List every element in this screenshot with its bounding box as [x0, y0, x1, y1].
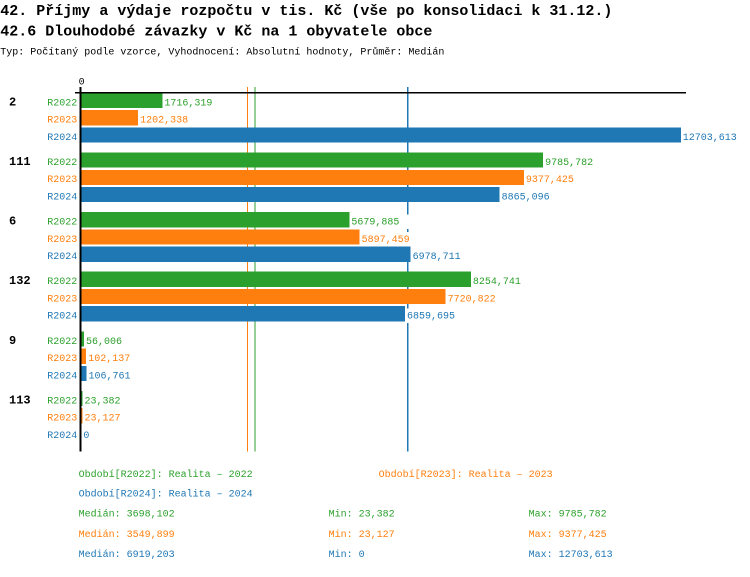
svg-text:9377,425: 9377,425 [526, 175, 574, 186]
svg-text:5897,459: 5897,459 [362, 235, 410, 246]
svg-text:R2023: R2023 [47, 354, 77, 365]
svg-text:5679,885: 5679,885 [351, 218, 399, 229]
svg-text:R2022: R2022 [47, 98, 77, 109]
svg-text:23,127: 23,127 [84, 414, 120, 425]
svg-text:R2022: R2022 [47, 218, 77, 229]
svg-text:6859,695: 6859,695 [407, 312, 455, 323]
svg-text:1716,319: 1716,319 [164, 98, 212, 109]
svg-text:111: 111 [9, 155, 31, 169]
svg-text:R2024: R2024 [47, 252, 77, 263]
svg-text:R2024: R2024 [47, 431, 77, 442]
svg-text:Max: 9377,425: Max: 9377,425 [529, 530, 607, 541]
svg-text:R2024: R2024 [47, 133, 77, 144]
svg-text:R2022: R2022 [47, 396, 77, 407]
svg-text:0: 0 [83, 431, 89, 442]
svg-text:8865,096: 8865,096 [502, 192, 550, 203]
svg-text:42.6 Dlouhodobé závazky v Kč n: 42.6 Dlouhodobé závazky v Kč na 1 obyvat… [0, 24, 432, 41]
svg-text:R2024: R2024 [47, 371, 77, 382]
svg-text:Období[R2024]: Realita – 2024: Období[R2024]: Realita – 2024 [79, 489, 253, 501]
svg-text:42. Příjmy a výdaje rozpočtu v: 42. Příjmy a výdaje rozpočtu v tis. Kč (… [0, 3, 612, 20]
svg-text:R2023: R2023 [47, 414, 77, 425]
svg-text:Typ: Počítaný podle vzorce, Vy: Typ: Počítaný podle vzorce, Vyhodnocení:… [0, 46, 444, 59]
svg-text:7720,822: 7720,822 [448, 294, 496, 305]
svg-text:R2022: R2022 [47, 158, 77, 169]
svg-text:Min: 23,382: Min: 23,382 [329, 509, 395, 521]
svg-text:Max: 12703,613: Max: 12703,613 [529, 550, 613, 561]
svg-text:Medián: 3549,899: Medián: 3549,899 [79, 529, 175, 541]
svg-text:Min: 23,127: Min: 23,127 [329, 529, 395, 541]
svg-text:1202,338: 1202,338 [140, 116, 188, 127]
svg-text:9: 9 [9, 334, 16, 348]
svg-text:6978,711: 6978,711 [413, 252, 461, 263]
svg-text:R2022: R2022 [47, 277, 77, 288]
svg-text:R2022: R2022 [47, 337, 77, 348]
svg-text:R2024: R2024 [47, 192, 77, 203]
svg-text:113: 113 [9, 393, 31, 407]
svg-text:R2023: R2023 [47, 294, 77, 305]
svg-text:23,382: 23,382 [85, 396, 121, 407]
svg-text:Medián: 6919,203: Medián: 6919,203 [79, 549, 175, 561]
svg-text:R2023: R2023 [47, 235, 77, 246]
svg-text:Max: 9785,782: Max: 9785,782 [529, 510, 607, 521]
svg-text:Min: 0: Min: 0 [329, 549, 365, 561]
svg-text:R2024: R2024 [47, 312, 77, 323]
svg-text:Období[R2022]: Realita – 2022: Období[R2022]: Realita – 2022 [79, 469, 253, 481]
svg-text:R2023: R2023 [47, 175, 77, 186]
svg-text:8254,741: 8254,741 [473, 277, 521, 288]
svg-text:56,006: 56,006 [86, 337, 122, 348]
svg-text:Medián: 3698,102: Medián: 3698,102 [79, 509, 175, 521]
svg-text:6: 6 [9, 215, 16, 229]
svg-text:R2023: R2023 [47, 116, 77, 127]
svg-text:9785,782: 9785,782 [545, 158, 593, 169]
svg-text:106,761: 106,761 [88, 371, 130, 382]
svg-text:102,137: 102,137 [88, 354, 130, 365]
svg-text:2: 2 [9, 95, 16, 109]
svg-text:Období[R2023]: Realita – 2023: Období[R2023]: Realita – 2023 [379, 469, 553, 481]
svg-text:0: 0 [79, 77, 85, 88]
svg-text:132: 132 [9, 274, 31, 288]
svg-text:12703,613: 12703,613 [683, 133, 737, 144]
